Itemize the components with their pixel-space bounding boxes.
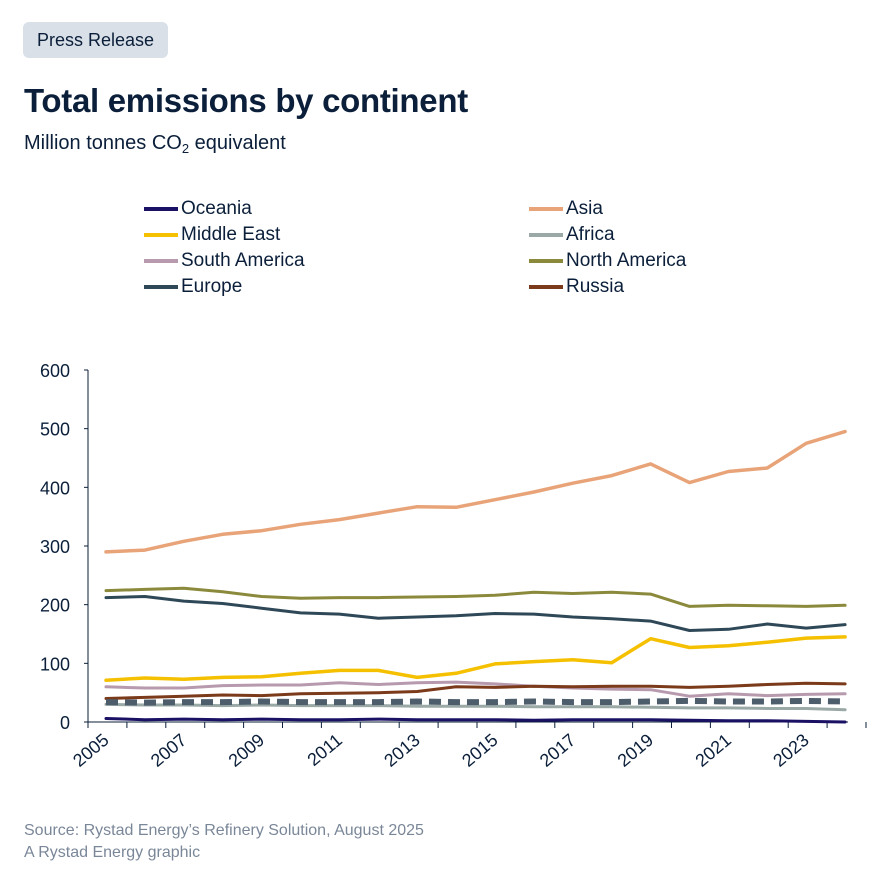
x-tick-label: 2007 (147, 730, 191, 771)
y-tick-label: 500 (40, 420, 70, 440)
y-tick-label: 400 (40, 478, 70, 498)
y-tick-label: 300 (40, 537, 70, 557)
series-line-europe (104, 595, 847, 632)
subtitle-prefix: Million tonnes CO (24, 132, 182, 154)
x-tick-label: 2017 (536, 730, 580, 771)
press-release-badge: Press Release (23, 22, 169, 58)
series-line-middle-east (104, 635, 847, 683)
y-tick-label: 100 (40, 654, 70, 674)
x-tick-label: 2023 (769, 730, 813, 771)
y-tick-label: 0 (60, 713, 70, 733)
line-chart: 0 100 200 300 400 500 600 2005 2007 2009 2011 2013 2… (40, 361, 867, 771)
y-tick-label: 600 (40, 361, 70, 381)
series-line-oceania (104, 717, 847, 724)
credit-line: A Rystad Energy graphic (24, 844, 201, 861)
chart-subtitle: Million tonnes CO2 equivalent (24, 132, 286, 156)
x-tick-label: 2015 (458, 730, 502, 771)
series-line-south-america (104, 680, 847, 698)
dashed-series-line (105, 697, 846, 706)
series-line-africa (104, 702, 847, 712)
y-tick-label: 200 (40, 596, 70, 616)
x-tick-label: 2011 (303, 730, 346, 770)
chart-title: Total emissions by continent (24, 82, 468, 119)
series-line-asia (104, 429, 847, 554)
source-note: Source: Rystad Energy’s Refinery Solutio… (24, 820, 424, 864)
subtitle-subscript: 2 (181, 141, 190, 156)
x-tick-label: 2009 (225, 730, 269, 771)
series-line-russia (104, 681, 847, 700)
series-line-north-america (104, 586, 847, 608)
x-tick-label: 2019 (614, 730, 658, 771)
x-tick-label: 2005 (69, 730, 113, 771)
subtitle-suffix: equivalent (189, 132, 286, 154)
x-tick-label: 2013 (380, 730, 424, 771)
source-line: Source: Rystad Energy’s Refinery Solutio… (24, 822, 424, 839)
x-tick-label: 2021 (691, 730, 735, 771)
